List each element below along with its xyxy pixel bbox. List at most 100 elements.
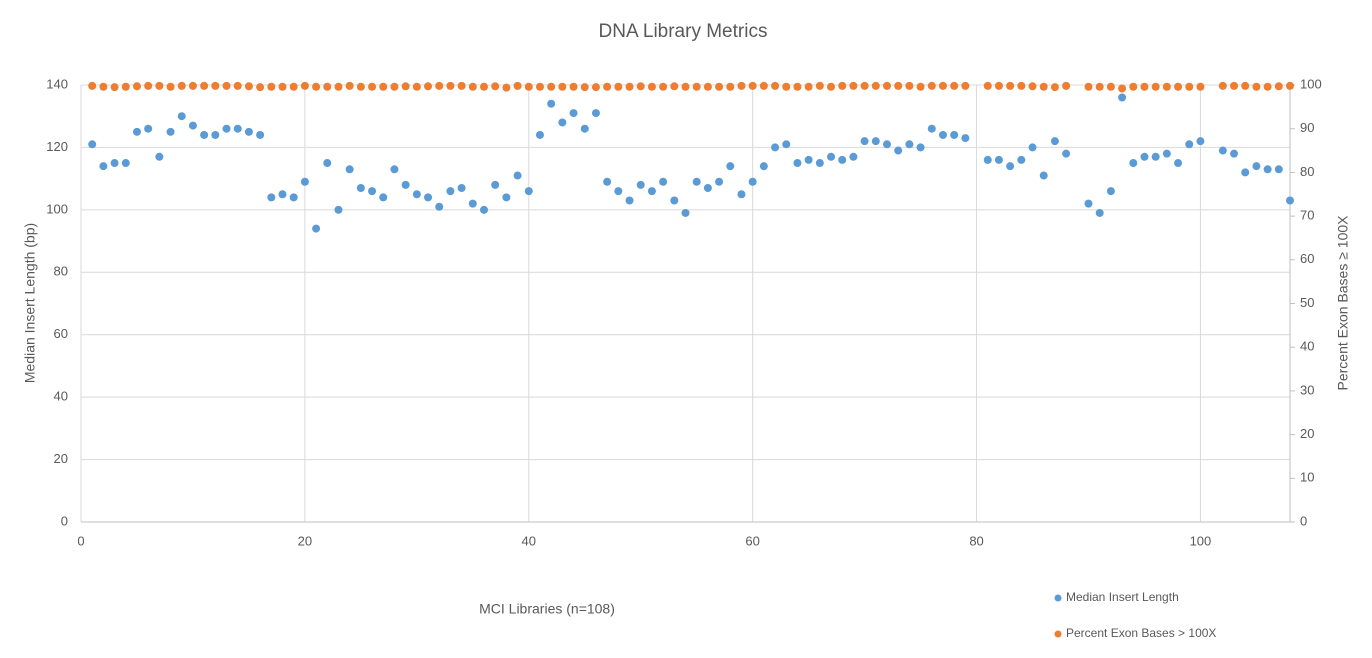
data-point (513, 81, 522, 90)
data-point (1140, 152, 1149, 161)
data-point (1230, 81, 1239, 90)
data-point (1050, 137, 1059, 146)
data-point (233, 81, 242, 90)
data-point (994, 81, 1003, 90)
data-point (144, 124, 153, 133)
data-point (1084, 82, 1093, 91)
data-point (838, 81, 847, 90)
y2-tick-label: 90 (1300, 120, 1314, 135)
data-point (681, 208, 690, 217)
data-point (200, 130, 209, 139)
y2-tick-label: 10 (1300, 470, 1314, 485)
data-point (983, 155, 992, 164)
data-point (614, 187, 623, 196)
y2-tick-label: 20 (1300, 426, 1314, 441)
data-point (771, 143, 780, 152)
data-point (468, 199, 477, 208)
data-point (1174, 82, 1183, 91)
data-point (121, 82, 130, 91)
data-point (267, 82, 276, 91)
data-point (737, 81, 746, 90)
data-point (938, 130, 947, 139)
data-point (200, 81, 209, 90)
data-point (323, 159, 332, 168)
data-point (278, 190, 287, 199)
data-point (300, 81, 309, 90)
y2-tick-label: 40 (1300, 339, 1314, 354)
data-point (166, 127, 175, 136)
data-point (1230, 149, 1239, 158)
y-tick-label: 20 (54, 451, 68, 466)
data-point (1006, 162, 1015, 171)
data-point (849, 152, 858, 161)
data-point (1162, 149, 1171, 158)
data-point (883, 81, 891, 90)
y-tick-label: 100 (46, 201, 68, 216)
data-point (670, 82, 679, 91)
data-point (457, 184, 466, 193)
data-point (144, 81, 153, 90)
data-point (1151, 82, 1160, 91)
data-point (726, 162, 735, 171)
data-point (88, 81, 97, 90)
data-point (636, 82, 645, 91)
data-point (1039, 82, 1048, 91)
data-point (1140, 82, 1149, 91)
data-point (950, 130, 959, 139)
data-point (502, 193, 511, 202)
data-point (121, 159, 130, 168)
data-point (412, 190, 421, 199)
data-point (1185, 82, 1194, 91)
data-point (1129, 82, 1138, 91)
data-point (1118, 93, 1127, 102)
data-point (345, 165, 354, 174)
data-point (1274, 165, 1283, 174)
data-point (289, 82, 298, 91)
data-point (424, 82, 433, 91)
data-point (849, 81, 858, 90)
legend-marker (1054, 630, 1062, 638)
data-point (681, 82, 690, 91)
data-point (446, 187, 455, 196)
data-point (692, 177, 701, 186)
data-point (927, 124, 936, 133)
data-point (860, 81, 869, 90)
data-point (1062, 81, 1071, 90)
legend-label: Percent Exon Bases > 100X (1066, 626, 1216, 640)
y-axis-title: Median Insert Length (bp) (22, 223, 38, 383)
y2-tick-label: 0 (1300, 513, 1307, 528)
data-point (871, 137, 880, 146)
y-tick-label: 140 (46, 76, 68, 91)
data-point (491, 82, 500, 91)
data-point (211, 81, 220, 90)
data-point (838, 155, 847, 164)
data-point (1185, 140, 1194, 149)
data-point (390, 82, 399, 91)
data-point (289, 193, 298, 202)
y2-axis-title: Percent Exon Bases ≥ 100X (1335, 215, 1351, 391)
data-point (1095, 82, 1104, 91)
data-point (804, 82, 813, 91)
data-point (222, 81, 231, 90)
data-point (110, 83, 119, 92)
data-point (211, 130, 220, 139)
data-point (524, 82, 533, 91)
data-point (390, 165, 399, 174)
data-point (155, 81, 164, 90)
y-tick-label: 80 (54, 264, 68, 279)
data-point (815, 81, 824, 90)
legend-marker (1054, 594, 1062, 602)
data-point (715, 177, 724, 186)
data-point (905, 140, 914, 149)
data-point (88, 140, 97, 149)
data-point (1162, 82, 1171, 91)
data-point (480, 82, 488, 91)
data-point (177, 81, 186, 90)
data-point (1006, 81, 1015, 90)
x-tick-label: 20 (298, 533, 312, 548)
data-point (1017, 155, 1026, 164)
data-point (256, 130, 265, 139)
data-point (401, 180, 410, 189)
